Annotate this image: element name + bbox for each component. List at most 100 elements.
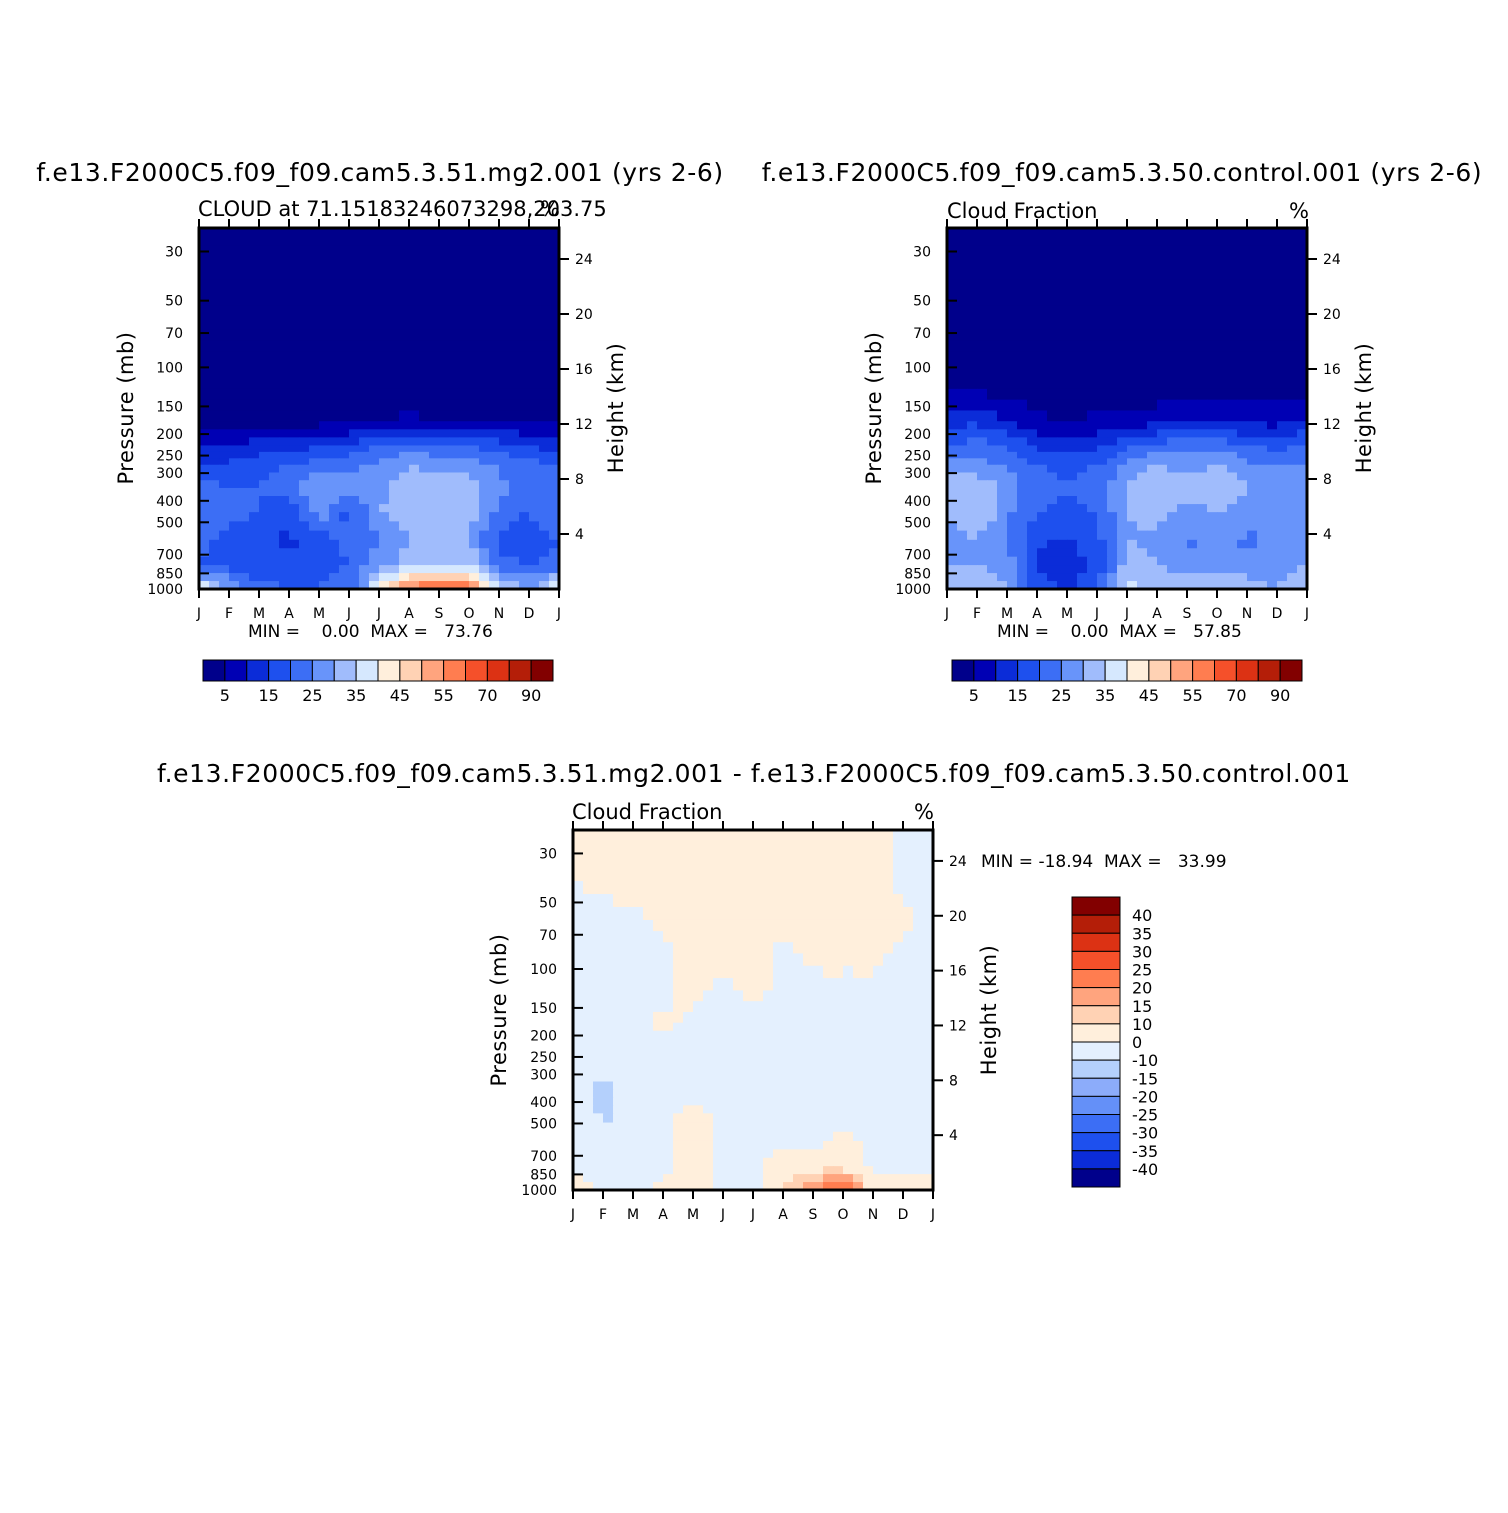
heatmap-cell [459, 445, 470, 453]
heatmap-cell [753, 919, 764, 932]
heatmap-cell [509, 573, 520, 582]
heatmap-cell [1227, 548, 1238, 558]
heatmap-cell [239, 437, 250, 447]
heatmap-cell [783, 1089, 794, 1098]
heatmap-cell [673, 1081, 684, 1090]
heatmap-cell [1047, 445, 1058, 453]
heatmap-cell [923, 1166, 934, 1175]
heatmap-cell [923, 942, 934, 954]
heatmap-cell [219, 556, 230, 566]
heatmap-cell [239, 376, 250, 390]
y-right-tick-label: 16 [1323, 362, 1341, 378]
heatmap-cell [1017, 458, 1028, 466]
heatmap-cell [419, 445, 430, 453]
heatmap-cell [957, 487, 968, 497]
heatmap-cell [1037, 388, 1048, 401]
colorbar-label: 5 [969, 686, 979, 705]
heatmap-cell [1117, 521, 1128, 532]
heatmap-cell [329, 530, 340, 541]
heatmap-cell [1087, 464, 1098, 474]
heatmap-cell [1067, 429, 1078, 438]
heatmap-cell [549, 279, 560, 293]
heatmap-cell [379, 548, 390, 558]
heatmap-cell [913, 1059, 924, 1067]
heatmap-cell [903, 919, 914, 932]
heatmap-cell [1267, 340, 1278, 353]
heatmap-cell [1067, 262, 1078, 280]
heatmap-cell [409, 464, 420, 474]
heatmap-cell [499, 364, 510, 378]
heatmap-cell [1217, 340, 1228, 353]
colorbar-swatch [1017, 659, 1040, 682]
heatmap-cell [1177, 573, 1188, 582]
heatmap-cell [449, 445, 460, 453]
heatmap-cell [623, 1182, 634, 1191]
heatmap-cell [977, 399, 988, 412]
heatmap-cell [539, 496, 550, 505]
heatmap-cell [1257, 364, 1268, 378]
heatmap-cell [529, 458, 540, 466]
heatmap-cell [1127, 458, 1138, 466]
heatmap-cell [369, 351, 380, 365]
heatmap-cell [923, 1022, 934, 1032]
heatmap-cell [549, 504, 560, 513]
heatmap-cell [713, 1073, 724, 1083]
colorbar-swatch [1071, 969, 1121, 989]
heatmap-cell [923, 1030, 934, 1040]
heatmap-cell [1037, 340, 1048, 353]
heatmap-cell [1037, 565, 1048, 574]
heatmap-cell [329, 445, 340, 453]
heatmap-cell [663, 1001, 674, 1013]
heatmap-cell [783, 919, 794, 932]
heatmap-cell [573, 919, 584, 932]
heatmap-cell [1207, 565, 1218, 574]
heatmap-cell [977, 292, 988, 306]
heatmap-cell [633, 1105, 644, 1114]
heatmap-cell [439, 364, 450, 378]
heatmap-cell [913, 1182, 924, 1191]
heatmap-cell [673, 919, 684, 932]
heatmap-cell [1197, 480, 1208, 489]
heatmap-cell [1067, 464, 1078, 474]
heatmap-cell [753, 1046, 764, 1054]
heatmap-cell [1297, 351, 1308, 365]
heatmap-cell [1127, 399, 1138, 412]
heatmap-cell [359, 512, 370, 522]
heatmap-cell [713, 1122, 724, 1133]
heatmap-cell [793, 919, 804, 932]
heatmap-cell [1277, 480, 1288, 489]
heatmap-cell [1277, 410, 1288, 422]
heatmap-cell [349, 228, 360, 246]
heatmap-cell [399, 388, 410, 401]
heatmap-cell [349, 305, 360, 319]
heatmap-cell [249, 351, 260, 365]
heatmap-cell [1047, 305, 1058, 319]
heatmap-cell [923, 990, 934, 1002]
heatmap-cell [1027, 410, 1038, 422]
heatmap-cell [279, 464, 290, 474]
heatmap-cell [369, 556, 380, 566]
heatmap-cell [269, 228, 280, 246]
heatmap-cell [309, 521, 320, 532]
heatmap-cell [793, 990, 804, 1002]
heatmap-cell [743, 847, 754, 865]
heatmap-cell [439, 421, 450, 430]
heatmap-cell [409, 318, 420, 330]
heatmap-cell [1247, 539, 1258, 549]
heatmap-cell [529, 548, 540, 558]
heatmap-cell [499, 573, 510, 582]
heatmap-cell [369, 388, 380, 401]
heatmap-cell [339, 556, 350, 566]
heatmap-cell [763, 1113, 774, 1124]
heatmap-cell [1087, 521, 1098, 532]
heatmap-cell [399, 228, 410, 246]
heatmap-cell [643, 1081, 654, 1090]
heatmap-cell [1157, 445, 1168, 453]
heatmap-cell [299, 279, 310, 293]
heatmap-cell [1207, 437, 1218, 447]
heatmap-cell [703, 1182, 714, 1191]
heatmap-cell [803, 1166, 814, 1175]
heatmap-cell [1217, 429, 1228, 438]
heatmap-cell [279, 421, 290, 430]
heatmap-cell [603, 1066, 614, 1075]
